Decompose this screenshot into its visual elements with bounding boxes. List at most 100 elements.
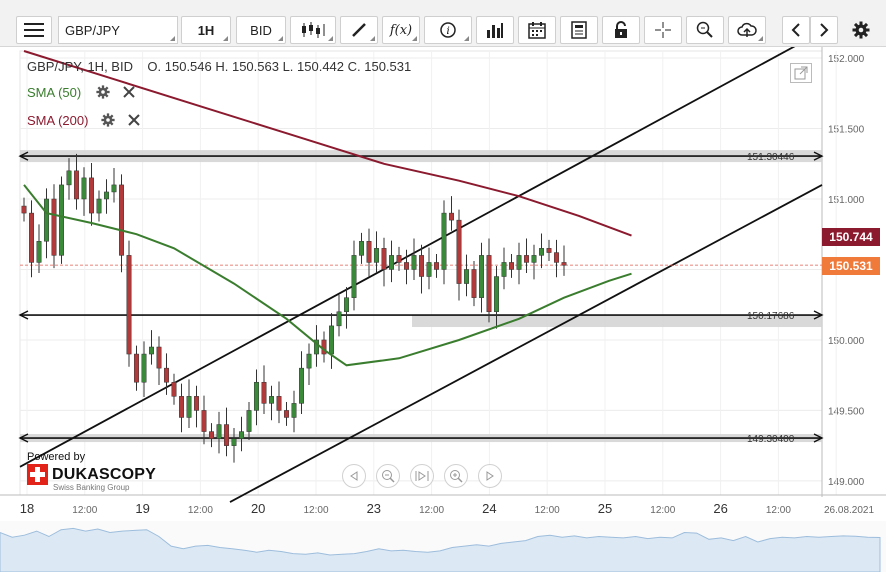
lock-button[interactable] xyxy=(602,16,640,44)
triangle-left-icon xyxy=(350,471,358,481)
candle-body xyxy=(561,262,567,266)
level-arrow-left xyxy=(18,310,29,320)
crosshair-icon xyxy=(655,22,671,38)
cloud-upload-button[interactable] xyxy=(728,16,766,44)
level-arrow-left xyxy=(18,433,29,443)
candle-body xyxy=(231,438,237,446)
price-chart[interactable]: 152.000151.500151.000150.500150.000149.5… xyxy=(0,47,886,572)
side-label: BID xyxy=(250,22,272,38)
zoom-in-button[interactable] xyxy=(444,464,468,488)
y-tick-label: 149.500 xyxy=(828,406,865,417)
candle-body xyxy=(74,170,79,200)
draw-icon xyxy=(352,23,366,37)
x-tick-label: 20 xyxy=(251,501,265,516)
candle-body xyxy=(96,198,102,214)
menu-button[interactable] xyxy=(16,16,52,44)
candle-body xyxy=(239,431,244,439)
scroll-left-button[interactable] xyxy=(782,16,810,44)
x-tick-label: 25 xyxy=(598,501,612,516)
level-label: 151.30446 xyxy=(747,152,795,163)
candle-body xyxy=(434,262,439,270)
x-tick-label: 12:00 xyxy=(535,505,560,516)
ohlc-line: O. 150.546 H. 150.563 L. 150.442 C. 150.… xyxy=(147,59,412,74)
sma200-price-tag: 150.744 xyxy=(822,228,880,246)
zoom-button[interactable] xyxy=(686,16,724,44)
candle-body xyxy=(276,396,282,411)
cloud-upload-icon xyxy=(737,22,757,37)
fit-button[interactable] xyxy=(410,464,434,488)
candle-body xyxy=(164,367,169,383)
timeframe-button[interactable]: 1H xyxy=(181,16,231,44)
sma200-settings-gear-icon[interactable] xyxy=(100,112,116,128)
calendar-button[interactable] xyxy=(518,16,556,44)
candle-body xyxy=(426,262,432,277)
expand-chart-button[interactable] xyxy=(790,63,812,83)
fit-range-icon xyxy=(415,471,429,481)
crosshair-button[interactable] xyxy=(644,16,682,44)
brand-tagline: Swiss Banking Group xyxy=(53,483,130,492)
candle-body xyxy=(524,255,529,263)
instrument-info: GBP/JPY, 1H, BID O. 150.546 H. 150.563 L… xyxy=(27,59,411,74)
level-arrow-left xyxy=(18,151,29,161)
candle-body xyxy=(546,248,552,253)
nav-forward-button[interactable] xyxy=(478,464,502,488)
candle-body xyxy=(344,297,349,313)
candle-body xyxy=(291,403,297,418)
timeframe-label: 1H xyxy=(197,22,215,38)
y-tick-label: 151.000 xyxy=(828,195,865,206)
candle-body xyxy=(29,212,34,263)
gear-icon xyxy=(852,21,870,39)
indicators-button[interactable]: f(x) xyxy=(382,16,420,44)
scroll-right-button[interactable] xyxy=(810,16,838,44)
candle-body xyxy=(36,241,42,263)
candle-body xyxy=(89,177,94,214)
candle-body xyxy=(374,248,379,263)
candle-body xyxy=(44,198,49,242)
candle-body xyxy=(156,346,162,369)
y-tick-label: 152.000 xyxy=(828,54,865,65)
candle-body xyxy=(366,241,372,263)
channel-lower-line[interactable] xyxy=(229,184,823,503)
chart-type-button[interactable] xyxy=(290,16,336,44)
candle-body xyxy=(419,255,424,277)
candle-body xyxy=(209,431,214,439)
x-tick-label: 26.08.2021 xyxy=(824,505,874,516)
news-icon xyxy=(571,21,587,39)
side-button[interactable]: BID xyxy=(236,16,286,44)
candle-body xyxy=(254,381,259,411)
powered-by-text: Powered by xyxy=(27,451,86,463)
candle-body xyxy=(111,184,117,193)
volume-button[interactable] xyxy=(476,16,514,44)
sma200-remove-close-icon[interactable] xyxy=(126,112,142,128)
news-button[interactable] xyxy=(560,16,598,44)
menu-icon xyxy=(24,23,44,37)
x-tick-label: 23 xyxy=(367,501,381,516)
candle-body xyxy=(554,252,559,263)
symbol-selector[interactable]: GBP/JPY xyxy=(58,16,178,44)
zoom-out-button[interactable] xyxy=(376,464,400,488)
sma200-label: SMA (200) xyxy=(27,112,89,128)
candle-body xyxy=(336,311,342,327)
draw-button[interactable] xyxy=(340,16,378,44)
sma50-settings-gear-icon[interactable] xyxy=(95,84,111,100)
level-band xyxy=(412,315,822,328)
channel-upper-line[interactable] xyxy=(19,47,812,468)
brand-name: DUKASCOPY xyxy=(52,465,157,483)
settings-button[interactable] xyxy=(844,16,878,44)
sma50-remove-close-icon[interactable] xyxy=(121,84,137,100)
symbol-label: GBP/JPY xyxy=(65,23,120,38)
toolbar: GBP/JPY 1H BID f(x) i xyxy=(0,0,886,47)
candle-body xyxy=(171,381,177,397)
candle-body xyxy=(531,255,537,263)
svg-text:i: i xyxy=(447,26,450,37)
info-button[interactable]: i xyxy=(424,16,472,44)
candle-body xyxy=(509,262,514,270)
candle-body xyxy=(486,255,492,313)
candle-body xyxy=(216,424,222,439)
info-icon: i xyxy=(440,22,456,38)
chart-area[interactable]: 152.000151.500151.000150.500150.000149.5… xyxy=(0,47,886,572)
sma200-legend: SMA (200) xyxy=(27,112,142,128)
nav-back-button[interactable] xyxy=(342,464,366,488)
level-label: 149.30400 xyxy=(747,434,795,445)
x-tick-label: 12:00 xyxy=(650,505,675,516)
